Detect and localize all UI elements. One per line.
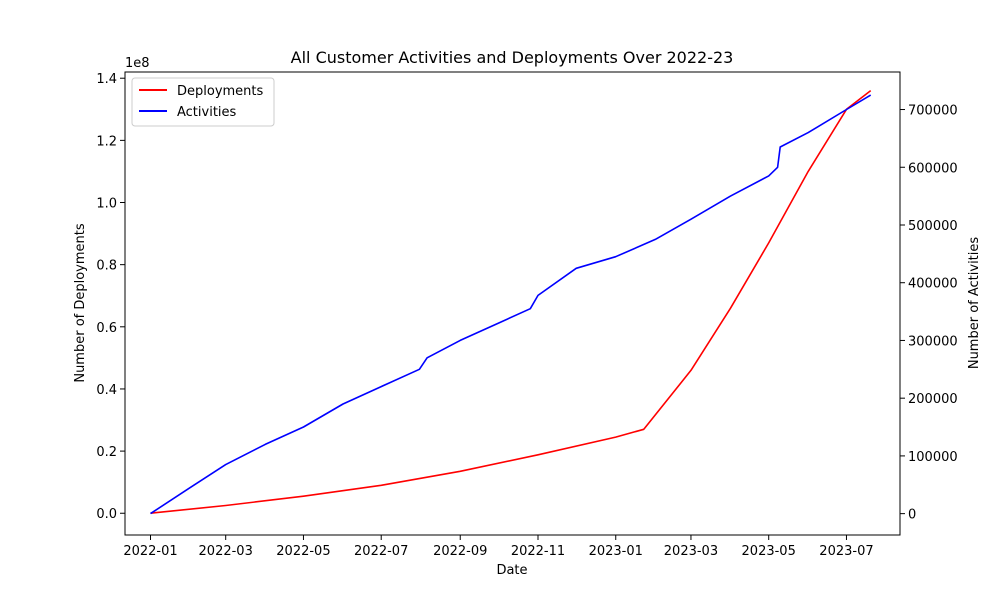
plot-frame xyxy=(124,71,901,536)
x-tick-label: 2023-05 xyxy=(742,544,796,559)
x-tick-label: 2023-07 xyxy=(819,544,873,559)
y-left-tick-label: 0.4 xyxy=(96,383,117,398)
x-tick-label: 2022-03 xyxy=(199,544,253,559)
x-tick-label: 2023-03 xyxy=(664,544,718,559)
legend-box xyxy=(131,77,275,127)
y-right-tick-label: 200000 xyxy=(908,392,958,407)
y-left-tick-label: 1.0 xyxy=(96,197,117,212)
legend-label-deployments: Deployments xyxy=(177,84,264,99)
plot-background xyxy=(125,72,900,535)
y-left-tick-label: 1.2 xyxy=(96,134,117,149)
y-right-tick-label: 500000 xyxy=(908,219,958,234)
y-left-tick-label: 1.4 xyxy=(96,72,117,87)
series-line-deployments xyxy=(150,89,872,514)
y-right-tick-label: 100000 xyxy=(908,450,958,465)
y-right-tick-label: 0 xyxy=(908,508,916,523)
y-right-tick-label: 600000 xyxy=(908,161,958,176)
y-right-tick-label: 300000 xyxy=(908,334,958,349)
y-axis-right-label: Number of Activities xyxy=(967,237,982,370)
y-axis-right: 0 100000 200000 300000 400000 500000 600000 700… xyxy=(900,104,958,523)
y-axis-left-label: Number of Deployments xyxy=(73,223,88,383)
x-tick-label: 2023-01 xyxy=(589,544,643,559)
x-tick-label: 2022-01 xyxy=(123,544,177,559)
y-axis-left: 0.0 0.2 0.4 0.6 0.8 1.0 1.2 1.4 xyxy=(96,72,125,522)
legend: Deployments Activities xyxy=(131,77,275,127)
x-tick-label: 2022-05 xyxy=(276,544,330,559)
x-tick-label: 2022-11 xyxy=(511,544,565,559)
lines-layer xyxy=(150,89,872,515)
y-axis-left-offset-label: 1e8 xyxy=(125,56,150,71)
y-right-tick-label: 400000 xyxy=(908,277,958,292)
chart-title: All Customer Activities and Deployments … xyxy=(291,48,734,67)
x-tick-label: 2022-07 xyxy=(354,544,408,559)
legend-label-activities: Activities xyxy=(177,105,237,120)
series-line-activities xyxy=(150,94,872,515)
x-axis: 2022-01 2022-03 2022-05 2022-07 2022-09 2022-… xyxy=(123,535,874,559)
x-axis-label: Date xyxy=(496,563,527,578)
y-left-tick-label: 0.8 xyxy=(96,259,117,274)
y-left-tick-label: 0.0 xyxy=(96,507,117,522)
x-tick-label: 2022-09 xyxy=(433,544,487,559)
y-right-tick-label: 700000 xyxy=(908,104,958,119)
y-left-tick-label: 0.2 xyxy=(96,445,117,460)
y-left-tick-label: 0.6 xyxy=(96,321,117,336)
